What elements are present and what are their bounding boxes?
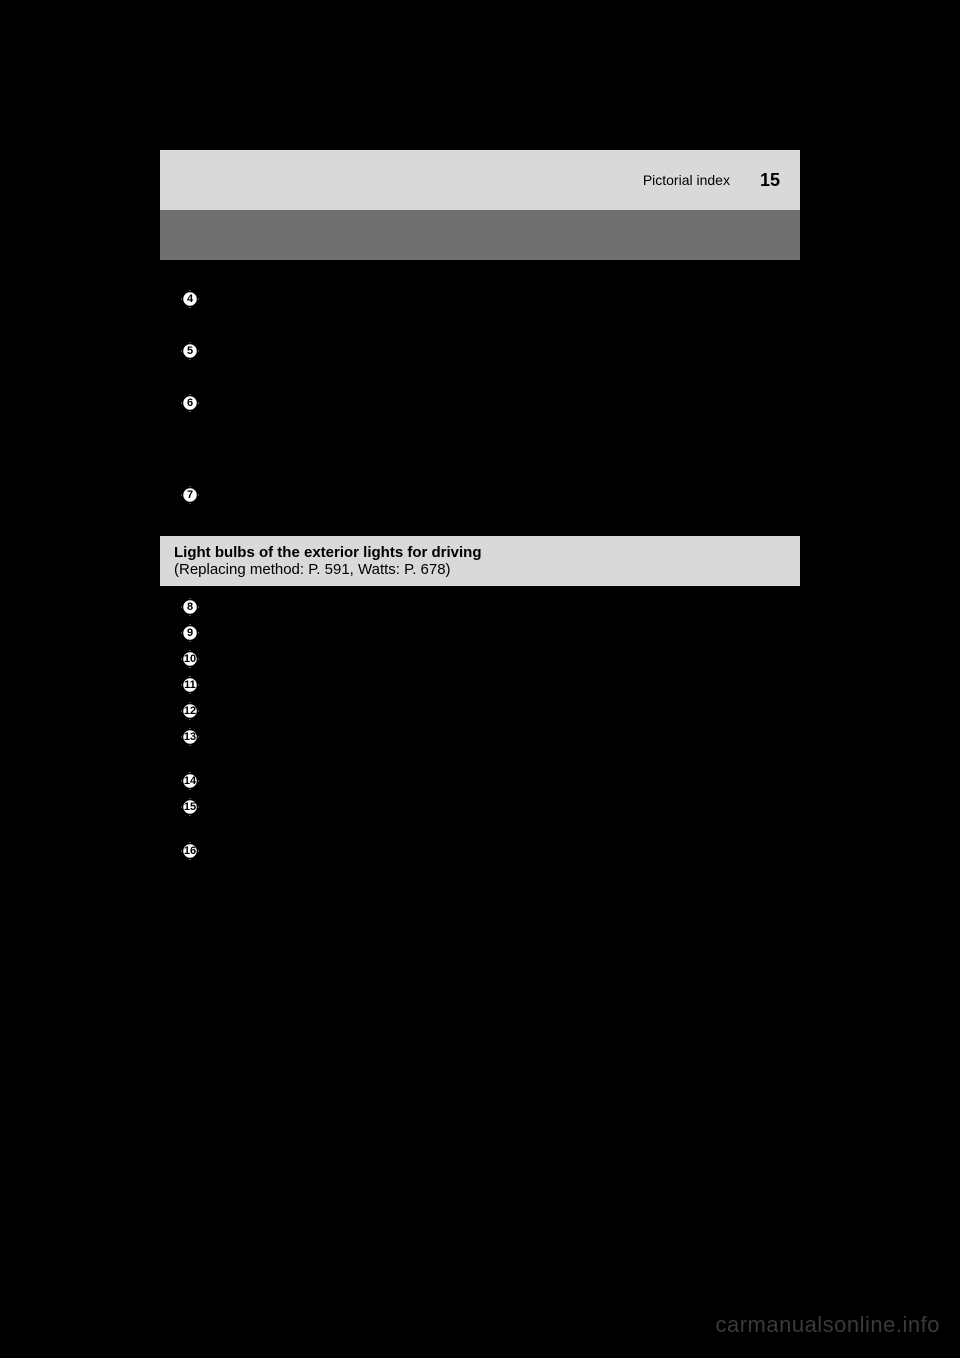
item-badge-icon: 6 <box>179 392 201 414</box>
item-badge-icon: 5 <box>179 340 201 362</box>
badge-col: 6 <box>160 392 220 414</box>
badge-number: 16 <box>184 845 196 857</box>
item-text <box>220 840 800 862</box>
badge-number: 7 <box>187 489 193 501</box>
item-text <box>220 674 800 696</box>
callout-title: Light bulbs of the exterior lights for d… <box>174 544 786 561</box>
badge-col: 12 <box>160 700 220 722</box>
item-badge-icon: 15 <box>179 796 201 818</box>
index-item: 5 <box>160 340 800 362</box>
item-badge-icon: 10 <box>179 648 201 670</box>
badge-number: 13 <box>184 731 196 743</box>
item-badge-icon: 14 <box>179 770 201 792</box>
badge-number: 12 <box>184 705 196 717</box>
index-item: 6 <box>160 392 800 414</box>
badge-col: 14 <box>160 770 220 792</box>
item-badge-icon: 8 <box>179 596 201 618</box>
index-item: 4 <box>160 288 800 310</box>
index-item: 11 <box>160 674 800 696</box>
badge-number: 15 <box>184 801 196 813</box>
item-text <box>220 796 800 818</box>
badge-number: 14 <box>184 775 196 787</box>
content-area: 4 5 6 <box>160 260 800 862</box>
item-badge-icon: 9 <box>179 622 201 644</box>
badge-number: 11 <box>184 679 196 691</box>
header-bar: Pictorial index 15 <box>160 150 800 210</box>
badge-col: 7 <box>160 484 220 506</box>
badge-number: 4 <box>187 293 193 305</box>
badge-col: 4 <box>160 288 220 310</box>
page-number: 15 <box>760 170 780 191</box>
manual-page: Pictorial index 15 4 5 <box>160 150 800 866</box>
item-badge-icon: 16 <box>179 840 201 862</box>
sub-header-bar <box>160 210 800 260</box>
badge-col: 9 <box>160 622 220 644</box>
badge-number: 6 <box>187 397 193 409</box>
item-badge-icon: 11 <box>179 674 201 696</box>
badge-col: 15 <box>160 796 220 818</box>
item-badge-icon: 13 <box>179 726 201 748</box>
badge-col: 5 <box>160 340 220 362</box>
index-item: 15 <box>160 796 800 818</box>
index-item: 12 <box>160 700 800 722</box>
callout-subtitle: (Replacing method: P. 591, Watts: P. 678… <box>174 561 786 578</box>
badge-col: 10 <box>160 648 220 670</box>
index-item: 7 <box>160 484 800 506</box>
item-text <box>220 596 800 618</box>
index-item: 8 <box>160 596 800 618</box>
badge-number: 9 <box>187 627 193 639</box>
item-badge-icon: 4 <box>179 288 201 310</box>
item-text <box>220 700 800 722</box>
badge-number: 10 <box>184 653 196 665</box>
index-item: 9 <box>160 622 800 644</box>
section-label: Pictorial index <box>643 172 730 188</box>
item-badge-icon: 7 <box>179 484 201 506</box>
item-text <box>220 340 800 362</box>
badge-col: 13 <box>160 726 220 748</box>
index-item: 13 <box>160 726 800 748</box>
index-item: 16 <box>160 840 800 862</box>
badge-number: 8 <box>187 601 193 613</box>
light-bulbs-callout: Light bulbs of the exterior lights for d… <box>160 536 800 586</box>
watermark-text: carmanualsonline.info <box>715 1312 940 1338</box>
badge-col: 8 <box>160 596 220 618</box>
item-text <box>220 726 800 748</box>
index-item: 10 <box>160 648 800 670</box>
item-text <box>220 288 800 310</box>
item-text <box>220 622 800 644</box>
item-badge-icon: 12 <box>179 700 201 722</box>
item-text <box>220 770 800 792</box>
badge-col: 11 <box>160 674 220 696</box>
index-item: 14 <box>160 770 800 792</box>
item-text <box>220 484 800 506</box>
item-text <box>220 648 800 670</box>
badge-col: 16 <box>160 840 220 862</box>
item-text <box>220 392 800 414</box>
badge-number: 5 <box>187 345 193 357</box>
